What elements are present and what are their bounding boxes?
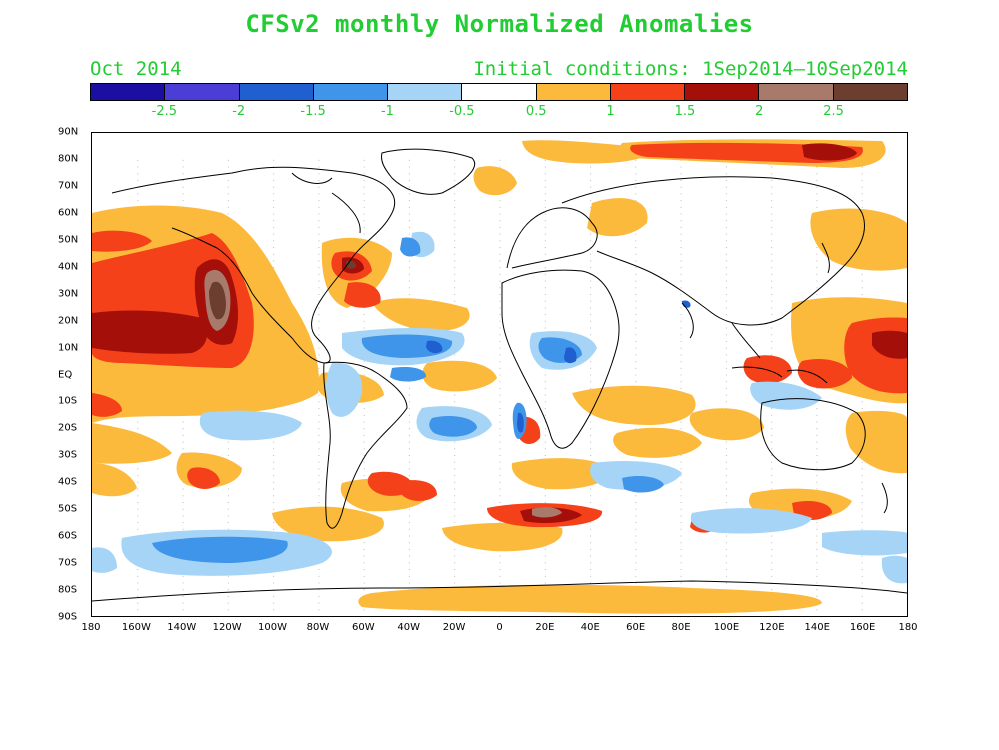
anomaly-fields: [92, 139, 907, 614]
colorbar-swatch: [91, 84, 166, 100]
latitude-label: 90S: [58, 611, 78, 623]
colorbar: [90, 83, 908, 101]
colorbar-swatch: [759, 84, 834, 100]
longitude-label: 140W: [167, 622, 197, 633]
negative-anomaly-3: [426, 300, 691, 433]
latitude-label: 60S: [58, 530, 78, 542]
negative-anomaly-2: [152, 237, 664, 563]
initial-conditions: Initial conditions: 1Sep2014—10Sep2014: [473, 58, 908, 80]
latitude-label: 20S: [58, 422, 78, 434]
colorbar-tick-label: -2: [232, 104, 246, 119]
longitude-label: 140E: [804, 622, 830, 633]
colorbar-tick-label: -1: [380, 104, 394, 119]
longitude-label: 100E: [713, 622, 740, 633]
latitude-label: 40N: [58, 261, 79, 273]
longitude-label: 60W: [352, 622, 375, 633]
colorbar-tick-label: -0.5: [449, 104, 475, 119]
longitude-label: 20W: [442, 622, 466, 633]
colorbar-swatch: [388, 84, 463, 100]
map-title: CFSv2 monthly Normalized Anomalies: [245, 10, 754, 38]
colorbar-ticks: -2.5 -2 -1.5 -1 -0.5 0.5 1 1.5 2 2.5: [90, 104, 908, 120]
longitude-label: 180: [898, 622, 918, 633]
positive-anomaly-5: [209, 260, 357, 320]
colorbar-swatch: [685, 84, 760, 100]
latitude-label: 30S: [58, 449, 78, 461]
colorbar-swatch: [313, 84, 389, 100]
latitude-label: EQ: [58, 369, 73, 380]
longitude-label: 40W: [397, 622, 421, 633]
colorbar-tick-label: 0.5: [525, 104, 547, 119]
colorbar-tick-label: 1.5: [674, 104, 696, 119]
map-frame: [91, 132, 908, 617]
longitude-label: 120W: [212, 622, 242, 633]
colorbar-tick-label: 2.5: [823, 104, 844, 119]
colorbar-tick-label: -1.5: [300, 104, 326, 119]
latitude-label: 70N: [58, 180, 79, 192]
latitude-label: 20N: [58, 315, 79, 327]
coastlines: [92, 148, 907, 602]
longitude-label: 160E: [849, 622, 876, 633]
latitude-label: 10S: [58, 395, 78, 407]
longitude-label: 60E: [626, 622, 646, 633]
longitude-label: 100W: [258, 622, 288, 633]
colorbar-swatch: [610, 84, 686, 100]
longitude-label: 180: [81, 622, 101, 633]
colorbar-tick-label: 1: [606, 104, 615, 119]
longitude-label: 120E: [759, 622, 785, 633]
colorbar-swatch: [165, 84, 240, 100]
longitude-label: 80W: [306, 622, 330, 633]
longitude-label: 0: [496, 622, 503, 633]
anomaly-map: [92, 139, 907, 614]
latitude-label: 50S: [58, 503, 78, 515]
latitude-label: 90N: [58, 126, 79, 138]
longitude-label: 20E: [535, 622, 555, 633]
colorbar-swatch: [462, 84, 537, 100]
latitude-label: 80S: [58, 584, 78, 596]
latitude-label: 50N: [58, 234, 79, 246]
latitude-label: 10N: [58, 342, 79, 354]
longitude-label: 40E: [580, 622, 600, 633]
colorbar-tick-label: -2.5: [151, 104, 178, 119]
colorbar-swatch: [536, 84, 611, 100]
latitude-label: 60N: [58, 207, 79, 219]
latitude-label: 70S: [58, 557, 78, 569]
longitude-label: 160W: [121, 622, 151, 633]
forecast-month: Oct 2014: [90, 58, 182, 80]
colorbar-swatch: [833, 84, 907, 100]
latitude-label: 30N: [58, 288, 79, 300]
longitude-label: 80E: [671, 622, 691, 633]
latitude-label: 80N: [58, 153, 79, 165]
colorbar-tick-label: 2: [755, 104, 764, 119]
latitude-label: 40S: [58, 476, 78, 488]
colorbar-swatch: [239, 84, 314, 100]
